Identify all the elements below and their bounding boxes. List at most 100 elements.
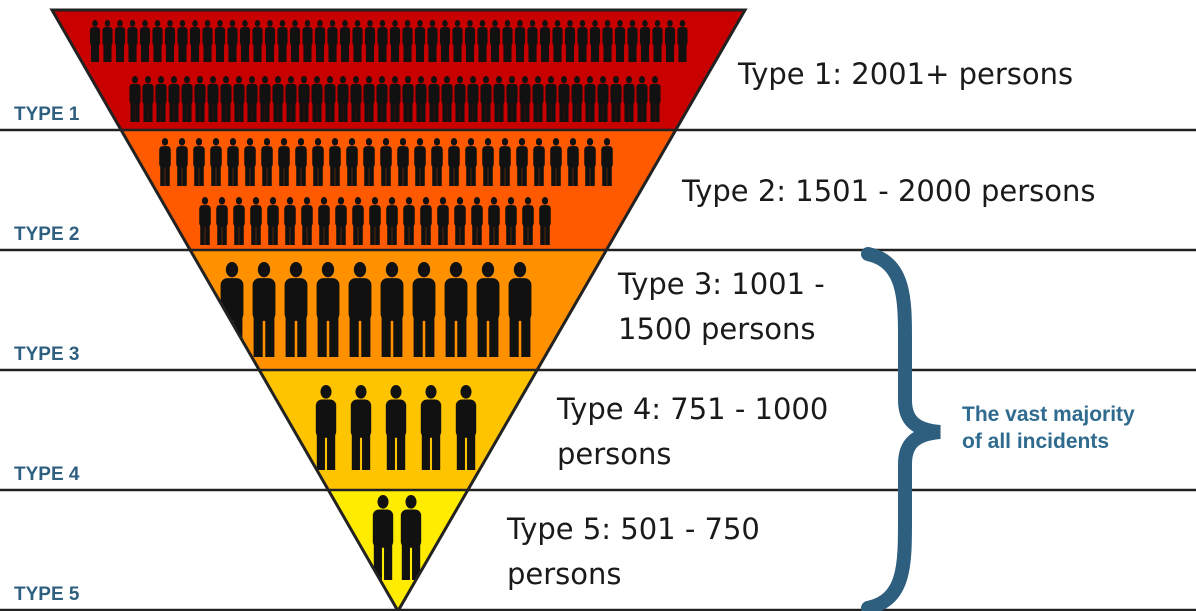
torso xyxy=(216,205,228,227)
torso xyxy=(413,278,436,321)
head xyxy=(354,262,366,277)
head xyxy=(290,262,302,277)
leg xyxy=(583,44,587,62)
torso xyxy=(165,27,175,46)
leg xyxy=(273,103,277,122)
leg xyxy=(328,44,332,62)
torso xyxy=(390,27,400,46)
head xyxy=(522,76,528,83)
leg xyxy=(143,103,147,122)
leg xyxy=(393,317,402,357)
leg xyxy=(645,44,649,62)
torso xyxy=(402,27,412,46)
torso xyxy=(677,27,687,46)
torso xyxy=(253,278,276,321)
leg xyxy=(466,166,471,186)
head xyxy=(155,20,160,27)
head xyxy=(425,385,436,399)
leg xyxy=(350,317,359,357)
head xyxy=(320,385,331,399)
torso xyxy=(640,27,650,46)
torso xyxy=(127,27,137,46)
torso xyxy=(649,84,660,105)
leg xyxy=(460,103,464,122)
torso xyxy=(403,205,415,227)
leg xyxy=(491,44,495,62)
torso xyxy=(259,84,270,105)
torso xyxy=(565,27,575,46)
head xyxy=(405,20,410,27)
head xyxy=(162,138,168,146)
leg xyxy=(318,317,327,357)
torso xyxy=(301,205,313,227)
torso xyxy=(190,27,200,46)
leg xyxy=(320,44,324,62)
leg xyxy=(595,44,599,62)
leg xyxy=(395,44,399,62)
leg xyxy=(387,225,392,245)
leg xyxy=(402,544,410,580)
leg xyxy=(333,44,337,62)
torso xyxy=(571,84,582,105)
head xyxy=(418,262,430,277)
leg xyxy=(457,434,465,470)
head xyxy=(587,76,593,83)
head xyxy=(502,138,508,146)
leg xyxy=(330,166,335,186)
leg xyxy=(468,103,472,122)
leg xyxy=(239,103,243,122)
leg xyxy=(591,44,595,62)
leg xyxy=(392,225,397,245)
leg xyxy=(319,225,324,245)
leg xyxy=(383,44,387,62)
leg xyxy=(364,166,369,186)
leg xyxy=(382,103,386,122)
leg xyxy=(517,166,522,186)
head xyxy=(355,20,360,27)
torso xyxy=(539,205,551,227)
torso xyxy=(499,146,511,168)
leg xyxy=(387,434,395,470)
leg xyxy=(270,44,274,62)
torso xyxy=(168,84,179,105)
leg xyxy=(404,225,409,245)
torso xyxy=(155,84,166,105)
torso xyxy=(227,146,239,168)
leg xyxy=(178,44,182,62)
leg xyxy=(421,103,425,122)
head xyxy=(519,138,525,146)
head xyxy=(386,262,398,277)
leg xyxy=(313,166,318,186)
torso xyxy=(602,27,612,46)
leg xyxy=(434,103,438,122)
torso xyxy=(335,205,347,227)
torso xyxy=(415,84,426,105)
leg xyxy=(291,103,295,122)
torso xyxy=(233,84,244,105)
leg xyxy=(494,225,499,245)
level-description: Type 1: 2001+ persons xyxy=(737,57,1073,91)
head xyxy=(580,20,585,27)
torso xyxy=(337,84,348,105)
torso xyxy=(452,27,462,46)
leg xyxy=(148,103,152,122)
leg xyxy=(330,103,334,122)
leg xyxy=(258,44,262,62)
leg xyxy=(628,44,632,62)
leg xyxy=(205,225,210,245)
head xyxy=(392,76,398,83)
torso xyxy=(285,278,308,321)
leg xyxy=(213,103,217,122)
leg xyxy=(356,103,360,122)
leg xyxy=(347,166,352,186)
leg xyxy=(290,225,295,245)
leg xyxy=(455,225,460,245)
leg xyxy=(303,44,307,62)
torso xyxy=(277,27,287,46)
leg xyxy=(454,166,459,186)
leg xyxy=(500,166,505,186)
torso xyxy=(601,146,613,168)
leg xyxy=(446,317,455,357)
torso xyxy=(346,146,358,168)
leg xyxy=(369,103,373,122)
